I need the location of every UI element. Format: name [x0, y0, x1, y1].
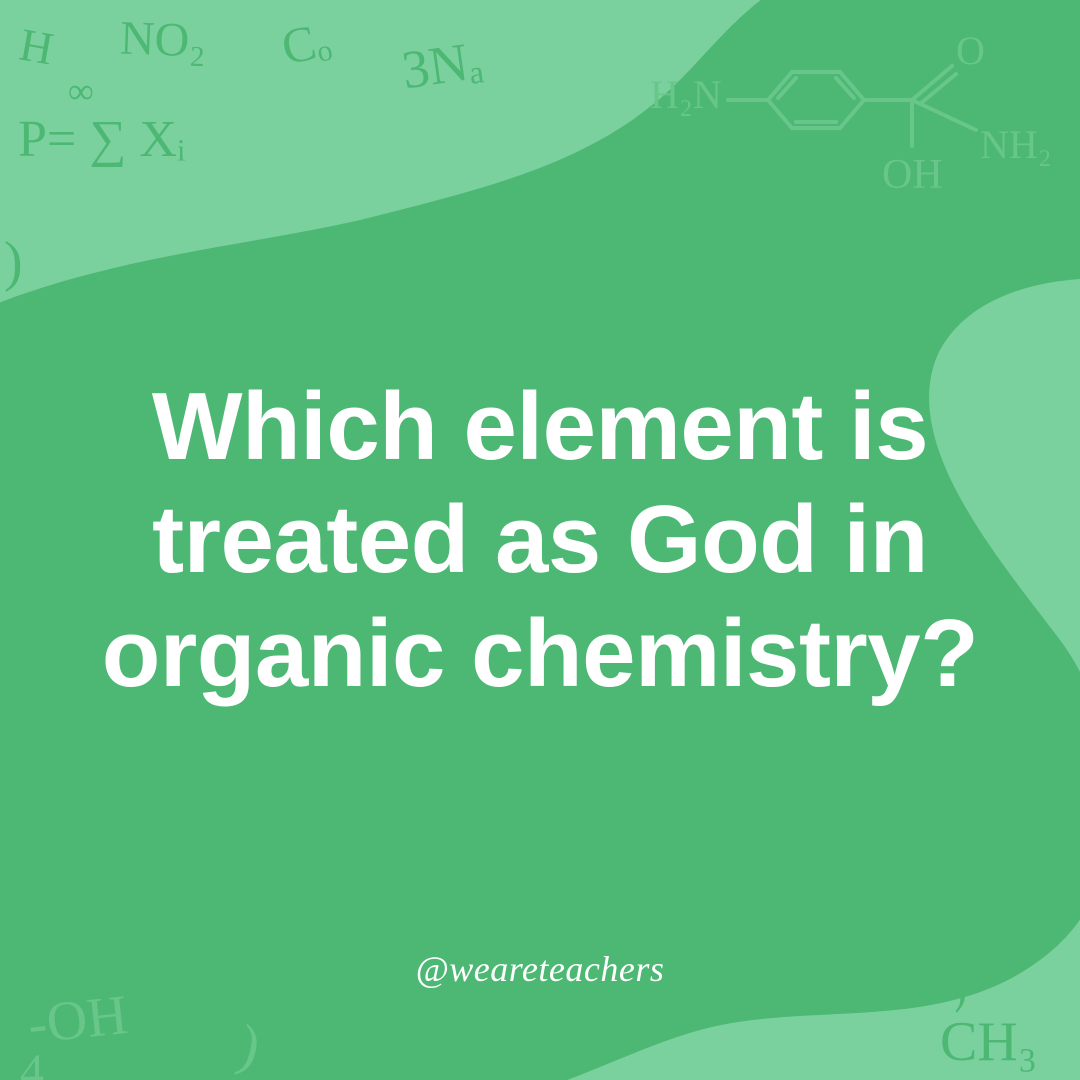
attribution-handle: @weareteachers [416, 948, 665, 990]
riddle-text: Which element is treated as God in organ… [97, 370, 983, 710]
infographic-card: H₂N O OH NH₂ [0, 0, 1080, 1080]
